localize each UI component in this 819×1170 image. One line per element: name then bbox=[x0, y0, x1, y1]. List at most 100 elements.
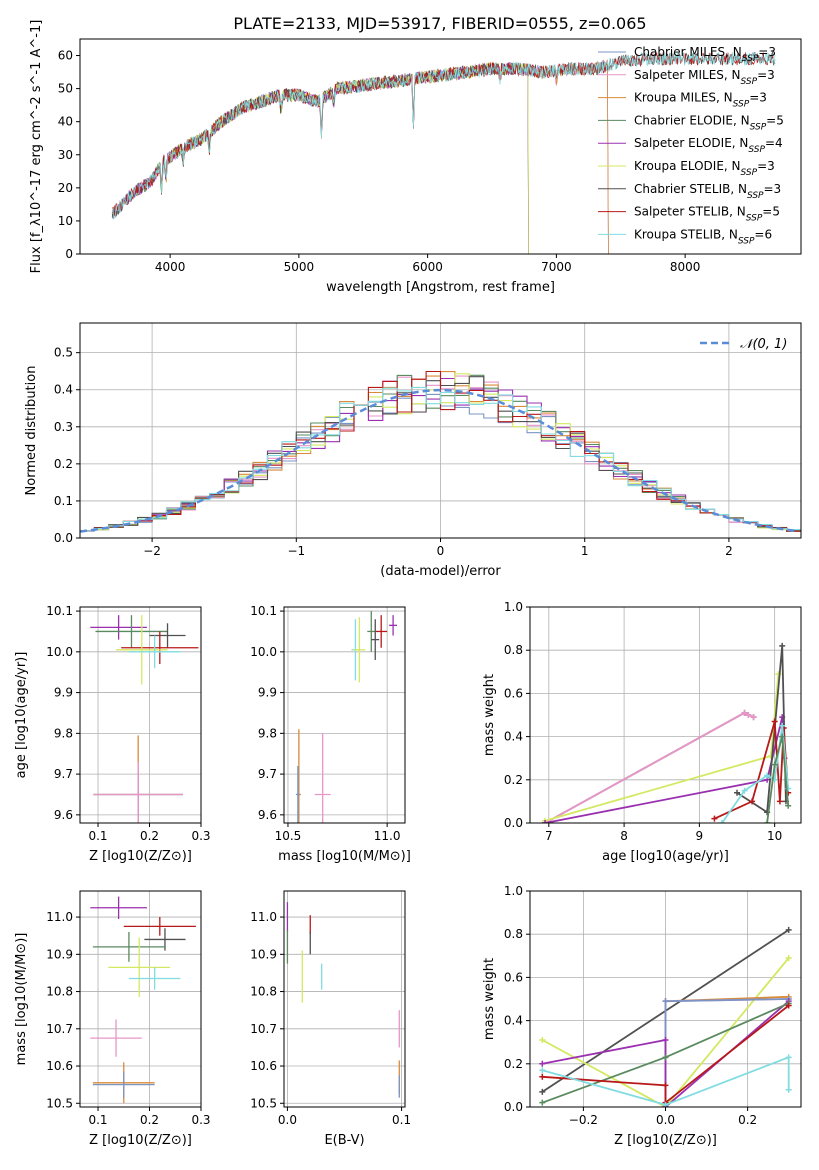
figure-title: PLATE=2133, MJD=53917, FIBERID=0555, z=0… bbox=[233, 14, 646, 33]
x-tick-label: 0.1 bbox=[392, 1113, 411, 1127]
weight-marker bbox=[771, 718, 778, 725]
x-tick-label: 0.0 bbox=[656, 1113, 675, 1127]
y-tick-label: 10.0 bbox=[250, 645, 277, 659]
weight-marker bbox=[745, 712, 752, 718]
x-tick-label: 10.5 bbox=[275, 829, 302, 843]
weight-marker bbox=[785, 1002, 792, 1009]
y-tick-label: 9.6 bbox=[258, 808, 277, 822]
y-tick-label: 50 bbox=[58, 82, 73, 96]
legend-entry: Chabrier STELIB, NSSP=3 bbox=[634, 182, 781, 201]
axes-frame bbox=[79, 606, 202, 824]
x-tick-label: 0.1 bbox=[88, 1113, 107, 1127]
weight-marker bbox=[779, 733, 786, 740]
weight-marker bbox=[539, 1073, 546, 1080]
x-tick-label: 9 bbox=[696, 829, 704, 843]
y-tick-label: 40 bbox=[58, 115, 73, 129]
y-axis-label: mass weight bbox=[482, 674, 497, 756]
plot-area bbox=[80, 370, 801, 533]
y-axis-label: mass [log10(M/M⊙)] bbox=[14, 933, 29, 1066]
weight-marker bbox=[764, 772, 771, 779]
legend-entry: Chabrier ELODIE, NSSP=5 bbox=[634, 113, 784, 132]
plots: 4000 5000 6000 7000 80000102030405060wavelen… bbox=[14, 20, 802, 1148]
x-tick-label: −1 bbox=[287, 544, 305, 558]
axes-frame bbox=[283, 890, 406, 1108]
plot-area bbox=[539, 926, 792, 1107]
y-tick-label: 9.6 bbox=[54, 808, 73, 822]
weight-marker bbox=[771, 761, 778, 768]
x-tick-label: 5000 bbox=[284, 260, 315, 274]
chart-mass_vs_Z: 0.1 0.2 0.3 10.5 10.6 10.7 10.8 10.9 11.0 Z [log1… bbox=[14, 890, 211, 1148]
chart-massweight_vs_Z: −0.2 0.0 0.2 0.0 0.2 0.4 0.6 0.8 1.0 Z [log10(Z/Z… bbox=[482, 884, 802, 1148]
weight-marker bbox=[539, 1099, 546, 1106]
y-tick-label: 0 bbox=[65, 247, 73, 261]
weight-marker bbox=[785, 1086, 792, 1093]
y-tick-label: 10.5 bbox=[46, 1096, 73, 1110]
legend-entry: Kroupa MILES, NSSP=3 bbox=[634, 91, 767, 110]
weight-marker bbox=[741, 787, 748, 794]
x-tick-label: 2 bbox=[725, 544, 733, 558]
spectrum-line bbox=[111, 51, 776, 221]
plot-area bbox=[111, 51, 776, 254]
weight-marker bbox=[662, 1037, 669, 1044]
y-tick-label: 9.8 bbox=[258, 726, 277, 740]
y-axis-label: age [log10(age/yr)] bbox=[14, 652, 29, 779]
weight-marker bbox=[749, 798, 756, 805]
y-tick-label: 0.8 bbox=[504, 927, 523, 941]
weight-marker bbox=[779, 642, 786, 649]
x-tick-label: 0.2 bbox=[140, 1113, 159, 1127]
legend-entry: Chabrier MILES, NSSP=3 bbox=[634, 45, 776, 64]
chart-age_vs_Z: 0.1 0.2 0.3 9.6 9.7 9.8 9.9 10.0 10.1 Z [log10(Z/… bbox=[14, 604, 211, 864]
weight-line bbox=[766, 736, 790, 823]
x-axis-label: Z [log10(Z/Z⊙)] bbox=[89, 849, 192, 864]
spectrum-line bbox=[156, 61, 529, 254]
legend-entry: Salpeter STELIB, NSSP=5 bbox=[634, 205, 780, 224]
x-tick-label: 8 bbox=[620, 829, 628, 843]
y-tick-label: 0.8 bbox=[504, 643, 523, 657]
x-tick-label: 0.0 bbox=[278, 1113, 297, 1127]
x-tick-label: 6000 bbox=[412, 260, 443, 274]
x-tick-label: −2 bbox=[143, 544, 161, 558]
y-tick-label: 9.7 bbox=[258, 767, 277, 781]
chart-age_vs_mass: 10.5 11.0 9.6 9.7 9.8 9.9 10.0 10.1 mass [log10(… bbox=[250, 604, 411, 864]
weight-marker bbox=[718, 820, 725, 823]
weight-line bbox=[542, 1004, 790, 1105]
y-tick-label: 10.1 bbox=[250, 604, 277, 618]
y-tick-label: 0.4 bbox=[54, 383, 73, 397]
y-tick-label: 0.2 bbox=[504, 1057, 523, 1071]
y-tick-label: 10.9 bbox=[46, 947, 73, 961]
y-tick-label: 0.6 bbox=[504, 970, 523, 984]
x-tick-label: 0.3 bbox=[191, 829, 210, 843]
weight-marker bbox=[542, 820, 549, 823]
x-tick-label: 8000 bbox=[670, 260, 701, 274]
legend-entry: 𝒩(0, 1) bbox=[740, 337, 787, 352]
plot-area bbox=[90, 896, 196, 1104]
y-tick-label: 0.2 bbox=[504, 773, 523, 787]
x-tick-label: 0 bbox=[437, 544, 445, 558]
y-tick-label: 10.8 bbox=[250, 985, 277, 999]
weight-marker bbox=[785, 926, 792, 933]
weight-marker bbox=[711, 815, 718, 822]
weight-marker bbox=[662, 998, 669, 1005]
y-tick-label: 10.8 bbox=[46, 985, 73, 999]
y-tick-label: 9.8 bbox=[54, 726, 73, 740]
x-axis-label: Z [log10(Z/Z⊙)] bbox=[89, 1133, 192, 1148]
weight-line bbox=[544, 711, 754, 823]
x-tick-label: 0.2 bbox=[738, 1113, 757, 1127]
weight-line bbox=[542, 1055, 790, 1106]
x-tick-label: 1 bbox=[581, 544, 589, 558]
y-tick-label: 0.0 bbox=[54, 531, 73, 545]
x-axis-label: wavelength [Angstrom, rest frame] bbox=[326, 280, 555, 295]
weight-line bbox=[544, 716, 786, 823]
axes-frame bbox=[79, 38, 802, 255]
y-tick-label: 10.7 bbox=[46, 1022, 73, 1036]
x-axis-label: Z [log10(Z/Z⊙)] bbox=[614, 1133, 717, 1148]
weight-marker bbox=[785, 1054, 792, 1061]
y-tick-label: 11.0 bbox=[250, 910, 277, 924]
x-tick-label: 11.0 bbox=[374, 829, 401, 843]
y-tick-label: 0.4 bbox=[504, 1014, 523, 1028]
spectrum-line bbox=[111, 62, 529, 254]
y-tick-label: 0.6 bbox=[504, 686, 523, 700]
y-tick-label: 1.0 bbox=[504, 884, 523, 898]
spectrum-line bbox=[112, 62, 529, 254]
